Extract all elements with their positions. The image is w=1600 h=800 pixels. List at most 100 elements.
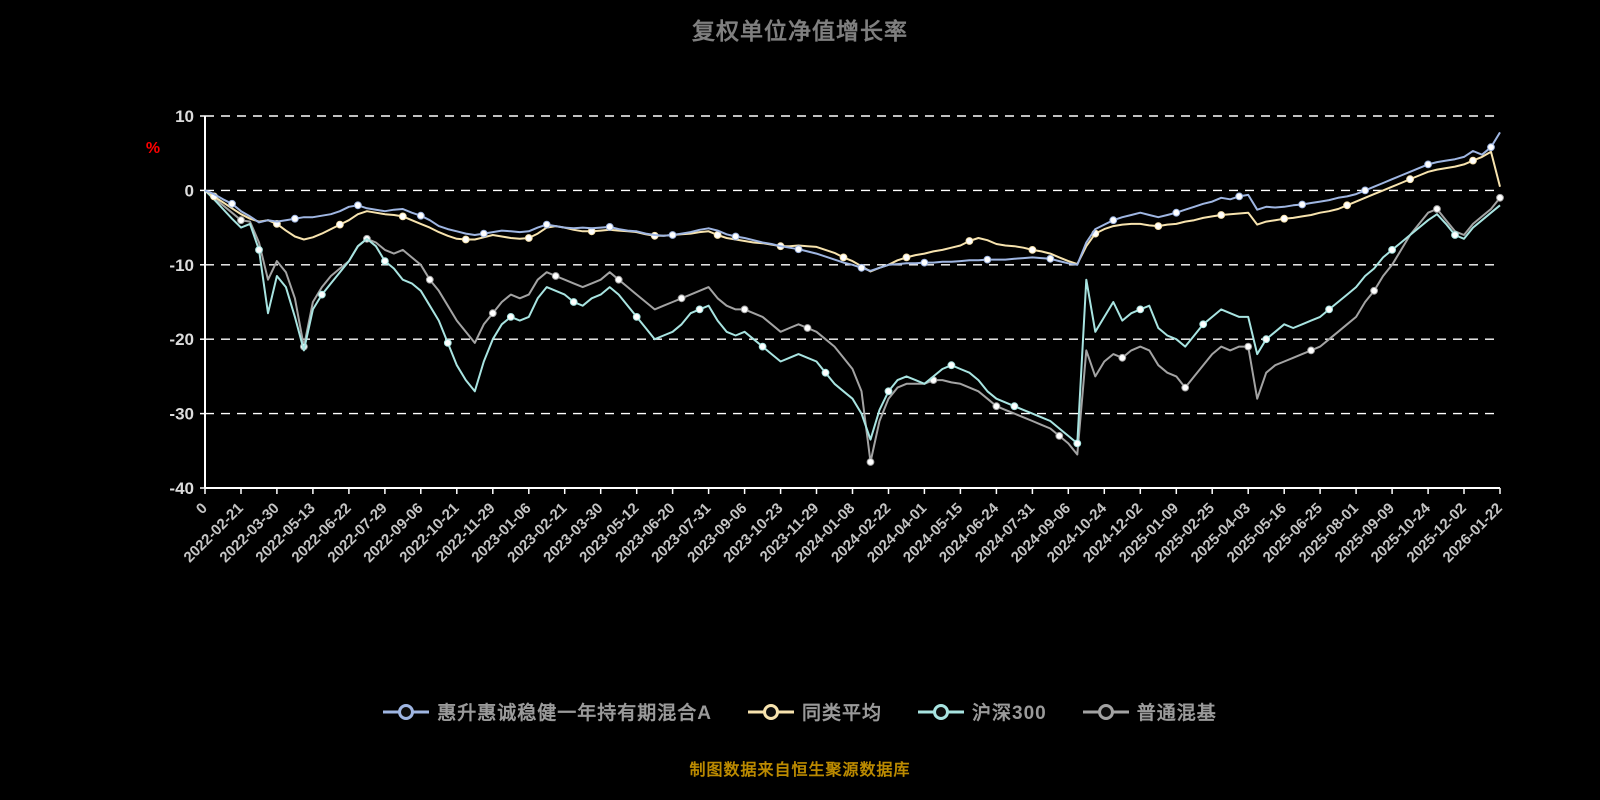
series-marker — [1055, 432, 1064, 440]
series-marker — [1010, 402, 1019, 411]
series-marker — [542, 220, 551, 229]
series-marker — [803, 324, 812, 332]
series-line-3 — [204, 189, 1501, 463]
series-marker — [1307, 346, 1315, 355]
series-marker — [1217, 211, 1226, 219]
legend: 惠升惠诚稳健一年持有期混合A 同类平均 沪深300 普通混基 — [0, 698, 1600, 725]
series-marker — [479, 229, 488, 238]
series-line-1 — [204, 150, 1501, 273]
series-marker — [1235, 192, 1244, 201]
series-marker — [614, 275, 623, 284]
series-marker — [1424, 160, 1432, 169]
series-marker — [381, 257, 389, 266]
series-marker — [1244, 342, 1253, 351]
series-marker — [569, 298, 578, 306]
series-marker — [605, 223, 614, 231]
series-marker — [398, 212, 407, 221]
legend-marker-icon — [918, 703, 965, 720]
series-marker — [1451, 231, 1459, 239]
series-marker — [1028, 246, 1037, 254]
legend-marker-icon — [383, 703, 430, 720]
series-marker — [794, 245, 803, 254]
series-marker — [291, 214, 299, 223]
series-marker — [488, 309, 497, 318]
legend-item: 普通混基 — [1082, 698, 1217, 725]
series-marker — [731, 232, 740, 241]
series-marker — [1406, 175, 1414, 184]
series-marker — [237, 216, 245, 225]
series-marker — [1370, 286, 1378, 295]
y-axis-unit-label: % — [146, 140, 160, 157]
legend-label: 同类平均 — [802, 703, 883, 724]
series-marker — [1469, 156, 1477, 165]
series-marker — [821, 368, 830, 377]
series-marker — [1433, 205, 1441, 213]
series-marker — [902, 253, 911, 262]
y-tick-label: 0 — [185, 181, 194, 200]
legend-marker-icon — [1082, 703, 1129, 720]
x-tick-label: 0 — [193, 500, 211, 518]
series-marker — [1325, 305, 1333, 314]
series-marker — [1118, 353, 1127, 362]
legend-marker-icon — [748, 703, 794, 720]
series-marker — [1181, 383, 1190, 392]
y-tick-label: -30 — [169, 405, 194, 424]
series-marker — [1073, 439, 1082, 448]
series-marker — [1343, 201, 1351, 210]
series-marker — [1199, 320, 1208, 329]
series-marker — [1361, 186, 1369, 195]
series-marker — [318, 290, 326, 299]
legend-label: 普通混基 — [1136, 703, 1217, 724]
series-marker — [677, 294, 686, 303]
series-marker — [416, 211, 425, 220]
series-marker — [228, 199, 236, 208]
series-marker — [992, 402, 1001, 411]
series-marker — [920, 258, 929, 267]
series-marker — [1487, 143, 1495, 152]
legend-item: 同类平均 — [748, 698, 882, 725]
series-marker — [965, 237, 974, 245]
series-marker — [1046, 254, 1055, 263]
series-marker — [255, 246, 263, 254]
series-marker — [839, 253, 848, 262]
series-marker — [1172, 208, 1181, 217]
series-marker — [695, 305, 704, 314]
series-marker — [1388, 246, 1396, 254]
series-line-0 — [204, 131, 1501, 272]
series-marker — [425, 275, 434, 284]
series-marker — [668, 231, 677, 239]
series-marker — [1154, 222, 1163, 231]
y-tick-label: -40 — [169, 479, 194, 498]
series-marker — [632, 313, 641, 321]
series-marker — [354, 201, 362, 210]
legend-item: 惠升惠诚稳健一年持有期混合A — [383, 698, 712, 725]
series-marker — [1298, 200, 1307, 209]
series-marker — [1136, 305, 1145, 314]
series-marker — [1109, 216, 1118, 225]
y-tick-label: -10 — [169, 256, 194, 275]
source-note: 制图数据来自恒生聚源数据库 — [689, 762, 911, 779]
series-marker — [443, 339, 452, 347]
legend-label: 沪深300 — [972, 703, 1047, 724]
series-marker — [506, 313, 515, 321]
series-marker — [866, 458, 875, 466]
y-tick-label: -20 — [169, 330, 194, 349]
page-title: 复权单位净值增长率 — [692, 18, 908, 44]
series-marker — [857, 263, 866, 272]
series-marker — [524, 234, 533, 242]
series-marker — [1496, 193, 1504, 202]
series-marker — [758, 342, 767, 351]
series-marker — [884, 387, 893, 396]
chart-svg: 100-10-20-30-40%02022-02-212022-03-30202… — [146, 107, 1506, 566]
legend-item: 沪深300 — [918, 698, 1047, 725]
series-marker — [947, 361, 956, 370]
series-marker — [1280, 214, 1289, 223]
series-marker — [461, 235, 470, 244]
y-tick-label: 10 — [175, 107, 194, 126]
series-marker — [551, 272, 560, 280]
series-marker — [336, 220, 344, 229]
series-marker — [983, 255, 992, 264]
series-line-2 — [204, 189, 1501, 445]
legend-label: 惠升惠诚稳健一年持有期混合A — [437, 703, 712, 724]
series-marker — [740, 305, 749, 314]
